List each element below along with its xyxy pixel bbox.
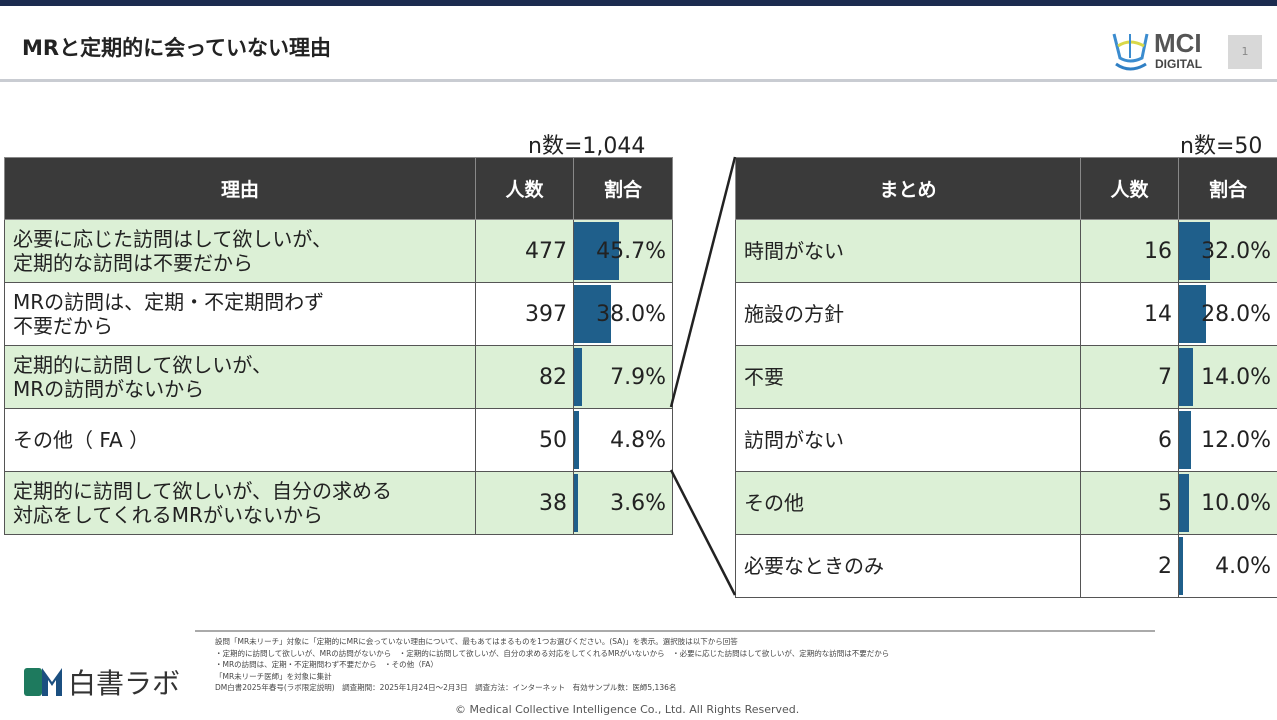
footnotes: 設問「MR未リーチ」対象に「定期的にMRに会っていない理由について、最もあてはま… bbox=[215, 637, 890, 692]
ratio-cell: 10.0% bbox=[1178, 471, 1277, 535]
ratio-bar bbox=[1179, 348, 1193, 406]
ratio-cell: 12.0% bbox=[1178, 408, 1277, 472]
right-n-count: n数=50 bbox=[1180, 134, 1263, 159]
ratio-bar bbox=[1179, 285, 1207, 343]
count-cell: 2 bbox=[1080, 534, 1179, 598]
table-row: その他 5 10.0% bbox=[735, 471, 1277, 535]
table-row: 訪問がない 6 12.0% bbox=[735, 408, 1277, 472]
col-header-ratio: 割合 bbox=[1178, 157, 1277, 220]
ratio-bar bbox=[1179, 474, 1189, 532]
ratio-bar bbox=[574, 411, 579, 469]
table-row: 不要 7 14.0% bbox=[735, 345, 1277, 409]
ratio-bar bbox=[574, 474, 578, 532]
slide-header: MRと定期的に会っていない理由 MCI DIGITAL 1 bbox=[0, 6, 1277, 82]
table-row: その他（ FA ） 50 4.8% bbox=[4, 408, 673, 472]
reason-cell: 必要に応じた訪問はして欲しいが、 定期的な訪問は不要だから bbox=[4, 219, 476, 283]
ratio-bar bbox=[574, 222, 619, 280]
count-cell: 38 bbox=[475, 471, 574, 535]
count-cell: 7 bbox=[1080, 345, 1179, 409]
reason-cell: 定期的に訪問して欲しいが、自分の求める 対応をしてくれるMRがいないから bbox=[4, 471, 476, 535]
table-row: MRの訪問は、定期・不定期問わず 不要だから 397 38.0% bbox=[4, 282, 673, 346]
ratio-bar bbox=[574, 285, 612, 343]
table-row: 必要に応じた訪問はして欲しいが、 定期的な訪問は不要だから 477 45.7% bbox=[4, 219, 673, 283]
ratio-label: 32.0% bbox=[1201, 238, 1271, 264]
count-cell: 5 bbox=[1080, 471, 1179, 535]
count-cell: 6 bbox=[1080, 408, 1179, 472]
reason-cell: 定期的に訪問して欲しいが、 MRの訪問がないから bbox=[4, 345, 476, 409]
summary-table: まとめ 人数 割合 時間がない 16 32.0% 施設の方針 14 28.0% 不要 7 14.… bbox=[735, 157, 1277, 598]
reason-cell: 施設の方針 bbox=[735, 282, 1081, 346]
col-header-summary: まとめ bbox=[735, 157, 1081, 220]
count-cell: 477 bbox=[475, 219, 574, 283]
ratio-cell: 3.6% bbox=[573, 471, 673, 535]
ratio-label: 4.8% bbox=[610, 427, 666, 453]
mci-logo-icon bbox=[1112, 33, 1149, 71]
ratio-label: 12.0% bbox=[1201, 427, 1271, 453]
ratio-label: 28.0% bbox=[1201, 301, 1271, 327]
ratio-cell: 4.8% bbox=[573, 408, 673, 472]
reason-cell: MRの訪問は、定期・不定期問わず 不要だから bbox=[4, 282, 476, 346]
ratio-label: 10.0% bbox=[1201, 490, 1271, 516]
ratio-bar bbox=[1179, 411, 1191, 469]
ratio-bar bbox=[574, 348, 582, 406]
ratio-label: 4.0% bbox=[1215, 553, 1271, 579]
count-cell: 16 bbox=[1080, 219, 1179, 283]
count-cell: 14 bbox=[1080, 282, 1179, 346]
table-row: 定期的に訪問して欲しいが、 MRの訪問がないから 82 7.9% bbox=[4, 345, 673, 409]
table-row: 施設の方針 14 28.0% bbox=[735, 282, 1277, 346]
count-cell: 397 bbox=[475, 282, 574, 346]
ratio-label: 38.0% bbox=[596, 301, 666, 327]
table-row: 時間がない 16 32.0% bbox=[735, 219, 1277, 283]
col-header-reason: 理由 bbox=[4, 157, 476, 220]
ratio-label: 45.7% bbox=[596, 238, 666, 264]
reason-cell: 訪問がない bbox=[735, 408, 1081, 472]
table-row: 必要なときのみ 2 4.0% bbox=[735, 534, 1277, 598]
page-number: 1 bbox=[1228, 35, 1262, 69]
mci-digital-logo: MCI DIGITAL bbox=[1110, 28, 1220, 76]
left-n-count: n数=1,044 bbox=[528, 134, 646, 159]
copyright: © Medical Collective Intelligence Co., L… bbox=[455, 703, 800, 716]
reason-cell: 必要なときのみ bbox=[735, 534, 1081, 598]
connector-line-bottom bbox=[669, 469, 737, 596]
ratio-cell: 45.7% bbox=[573, 219, 673, 283]
ratio-cell: 4.0% bbox=[1178, 534, 1277, 598]
reasons-table: 理由 人数 割合 必要に応じた訪問はして欲しいが、 定期的な訪問は不要だから 477… bbox=[4, 157, 673, 535]
ratio-cell: 28.0% bbox=[1178, 282, 1277, 346]
ratio-label: 7.9% bbox=[610, 364, 666, 390]
ratio-bar bbox=[1179, 222, 1211, 280]
count-cell: 82 bbox=[475, 345, 574, 409]
count-cell: 50 bbox=[475, 408, 574, 472]
ratio-bar bbox=[1179, 537, 1183, 595]
col-header-count: 人数 bbox=[475, 157, 574, 220]
col-header-ratio: 割合 bbox=[573, 157, 673, 220]
top-accent-bar bbox=[0, 0, 1277, 6]
reason-cell: 不要 bbox=[735, 345, 1081, 409]
col-header-count: 人数 bbox=[1080, 157, 1179, 220]
ratio-label: 3.6% bbox=[610, 490, 666, 516]
ratio-cell: 14.0% bbox=[1178, 345, 1277, 409]
page-title: MRと定期的に会っていない理由 bbox=[22, 36, 332, 60]
ratio-cell: 7.9% bbox=[573, 345, 673, 409]
ratio-label: 14.0% bbox=[1201, 364, 1271, 390]
footer-divider bbox=[195, 630, 1155, 632]
reason-cell: その他 bbox=[735, 471, 1081, 535]
ratio-cell: 32.0% bbox=[1178, 219, 1277, 283]
reason-cell: 時間がない bbox=[735, 219, 1081, 283]
hakusho-lab-logo: 白書ラボ bbox=[22, 662, 180, 702]
connector-line-top bbox=[669, 156, 737, 408]
ratio-cell: 38.0% bbox=[573, 282, 673, 346]
table-row: 定期的に訪問して欲しいが、自分の求める 対応をしてくれるMRがいないから 38 3.6… bbox=[4, 471, 673, 535]
reason-cell: その他（ FA ） bbox=[4, 408, 476, 472]
hakusho-logo-icon bbox=[24, 668, 62, 696]
